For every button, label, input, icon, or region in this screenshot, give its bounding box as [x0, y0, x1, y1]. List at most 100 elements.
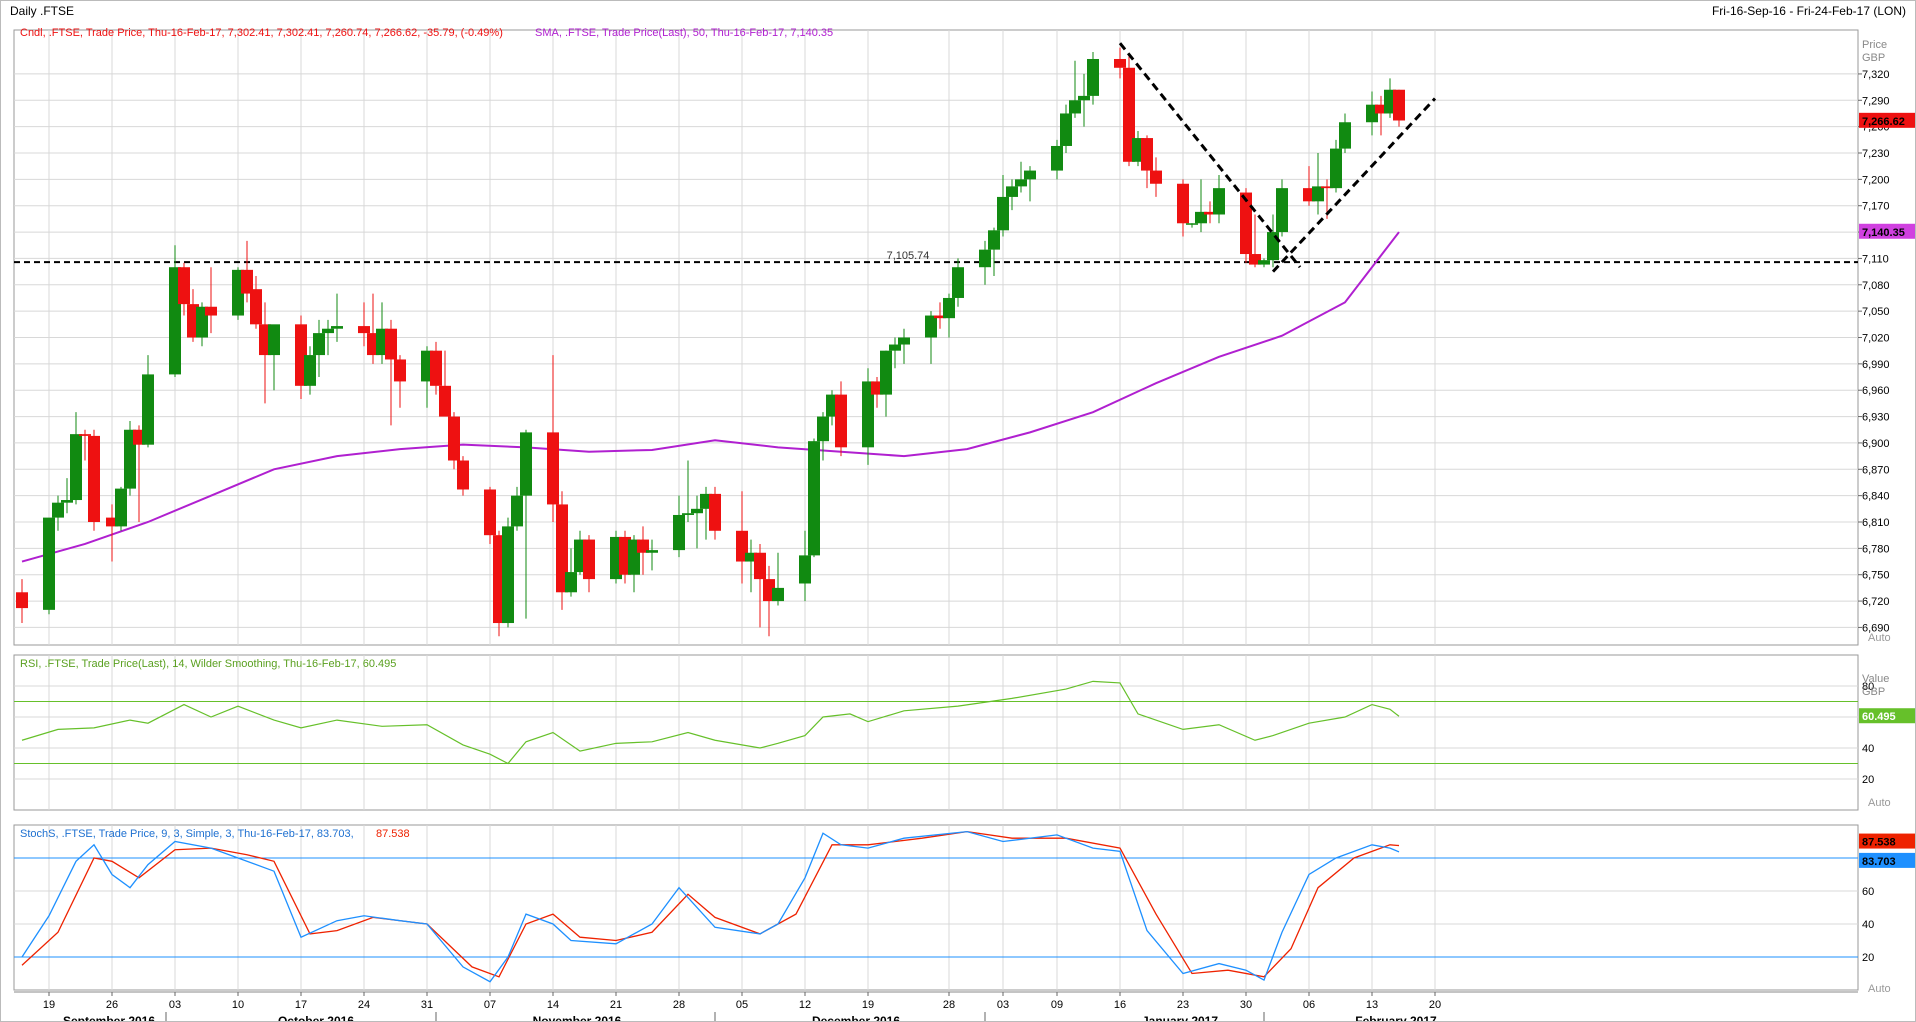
- candle-body: [1339, 122, 1351, 149]
- y-tick-label: 6,870: [1862, 464, 1890, 476]
- x-tick-label: 24: [358, 999, 370, 1011]
- candle-body: [583, 539, 595, 580]
- stochastic-k-line: [21, 830, 1400, 983]
- candle-body: [106, 517, 118, 527]
- rsi-badge-bg: [1859, 708, 1916, 724]
- candle-up: [682, 460, 694, 522]
- candle-up: [331, 293, 343, 342]
- candle-up: [1024, 166, 1036, 202]
- rsi-badge: 60.495: [1862, 711, 1896, 723]
- candle-down: [754, 543, 766, 628]
- y-tick-label: 7,050: [1862, 306, 1890, 318]
- last-price-badge-bg: [1859, 112, 1916, 128]
- month-label: January 2017: [1142, 1014, 1218, 1022]
- candle-up: [952, 258, 964, 307]
- candle-body: [70, 434, 82, 501]
- candle-body: [313, 333, 325, 356]
- x-tick-label: 20: [1429, 999, 1441, 1011]
- x-tick-label: 13: [1366, 999, 1378, 1011]
- x-tick-label: 28: [943, 999, 955, 1011]
- candle-down: [547, 355, 559, 522]
- stochastic-auto-label: Auto: [1868, 983, 1891, 995]
- month-label: October 2016: [278, 1014, 354, 1022]
- x-tick-label: 10: [232, 999, 244, 1011]
- stochastic-d-badge: 87.538: [1862, 837, 1896, 849]
- candle-body: [457, 460, 469, 490]
- candle-body: [1375, 104, 1387, 114]
- sma-badge-bg: [1859, 223, 1916, 239]
- candle-body: [988, 230, 1000, 250]
- candle-body: [1213, 188, 1225, 215]
- candle-body: [142, 374, 154, 445]
- stochastic-k-badge-bg: [1859, 852, 1916, 868]
- candle-body: [934, 315, 946, 319]
- candle-up: [1186, 223, 1198, 228]
- candle-down: [250, 276, 262, 329]
- candle-body: [1177, 183, 1189, 224]
- candle-up: [1051, 139, 1063, 180]
- candle-body: [556, 504, 568, 593]
- date-range: Fri-16-Sep-16 - Fri-24-Feb-17 (LON): [1711, 4, 1906, 18]
- candle-body: [862, 381, 874, 448]
- candle-down: [178, 262, 190, 316]
- candle-up: [70, 412, 82, 505]
- candle-body: [1267, 232, 1279, 261]
- candle-body: [1150, 170, 1162, 184]
- candle-down: [88, 429, 100, 531]
- candle-body: [1087, 58, 1099, 96]
- candle-body: [1015, 179, 1027, 187]
- rsi-axis-title: Value: [1862, 673, 1889, 685]
- candle-up: [808, 438, 820, 558]
- stochastic-legend: StochS, .FTSE, Trade Price, 9, 3, Simple…: [20, 828, 354, 840]
- candle-down: [385, 319, 397, 426]
- candle-up: [898, 328, 910, 364]
- candle-up: [313, 319, 325, 378]
- candle-up: [115, 486, 127, 531]
- candle-body: [1204, 211, 1216, 215]
- candle-body: [268, 324, 280, 356]
- candle-down: [448, 412, 460, 470]
- y-tick-label: 7,080: [1862, 280, 1890, 292]
- y-tick-label: 6,990: [1862, 359, 1890, 371]
- x-tick-label: 21: [610, 999, 622, 1011]
- candle-up: [142, 355, 154, 448]
- candle-down: [1204, 201, 1216, 224]
- trendline-1: [1118, 42, 1302, 269]
- y-tick-label: 60: [1862, 886, 1874, 898]
- candle-body: [799, 555, 811, 584]
- candle-body: [61, 500, 73, 503]
- candle-body: [241, 269, 253, 294]
- candle-body: [1060, 113, 1072, 146]
- candle-body: [745, 552, 757, 562]
- x-tick-label: 03: [169, 999, 181, 1011]
- candle-body: [691, 508, 703, 514]
- candle-down: [934, 302, 946, 329]
- x-tick-label: 14: [547, 999, 559, 1011]
- y-tick-label: 7,320: [1862, 69, 1890, 81]
- candle-up: [1276, 179, 1288, 237]
- y-tick-label: 7,230: [1862, 148, 1890, 160]
- y-tick-label: 7,020: [1862, 333, 1890, 345]
- candle-down: [1177, 179, 1189, 237]
- candle-body: [898, 337, 910, 345]
- candle-body: [1114, 58, 1126, 68]
- rsi-legend: RSI, .FTSE, Trade Price(Last), 14, Wilde…: [20, 658, 396, 670]
- candle-body: [1276, 188, 1288, 233]
- y-tick-label: 6,840: [1862, 491, 1890, 503]
- y-tick-label: 6,810: [1862, 517, 1890, 529]
- candle-up: [1258, 258, 1270, 268]
- y-tick-label: 7,170: [1862, 201, 1890, 213]
- sma-line: [21, 231, 1400, 563]
- candle-body: [43, 517, 55, 610]
- stochastic-d-badge-bg: [1859, 833, 1916, 849]
- candle-down: [1141, 135, 1153, 189]
- candle-up: [673, 495, 685, 558]
- x-tick-label: 07: [484, 999, 496, 1011]
- candle-up: [889, 337, 901, 369]
- title-bar: Daily .FTSE Fri-16-Sep-16 - Fri-24-Feb-1…: [0, 0, 1916, 22]
- candle-up: [502, 517, 514, 628]
- candle-body: [439, 385, 451, 417]
- candle-body: [448, 416, 460, 461]
- price-axis-title: Price: [1862, 39, 1887, 51]
